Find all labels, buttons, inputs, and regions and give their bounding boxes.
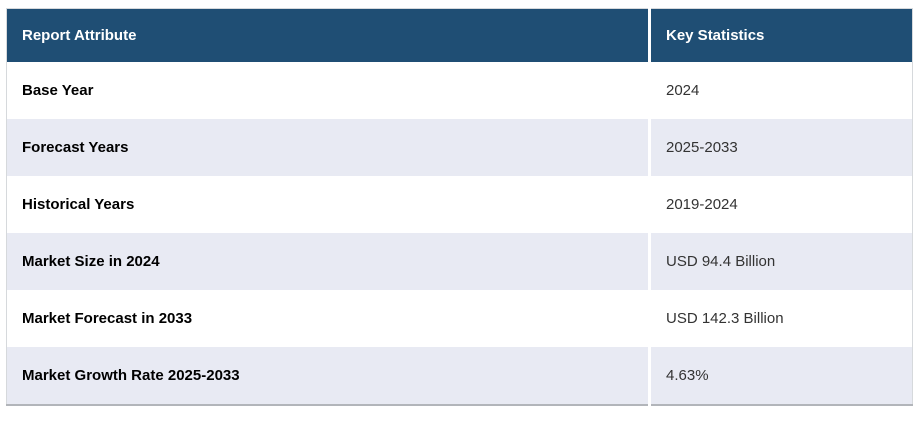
value-market-size-2024: USD 94.4 Billion bbox=[666, 253, 776, 270]
table-row: Base Year 2024 bbox=[6, 62, 913, 119]
attribute-historical-years: Historical Years bbox=[6, 176, 651, 233]
table-row: Market Growth Rate 2025-2033 4.63% bbox=[6, 347, 913, 405]
table-row: Forecast Years 2025-2033 bbox=[6, 119, 913, 176]
value-historical-years: 2019-2024 bbox=[666, 196, 738, 213]
value-forecast-years: 2025-2033 bbox=[666, 139, 738, 156]
table-body: Base Year 2024 Forecast Years 2025-2033 … bbox=[6, 62, 913, 405]
header-row: Report Attribute Key Statistics bbox=[6, 8, 913, 62]
attribute-base-year: Base Year bbox=[6, 62, 651, 119]
attribute-market-size-2024: Market Size in 2024 bbox=[6, 233, 651, 290]
attribute-market-growth-rate: Market Growth Rate 2025-2033 bbox=[6, 347, 651, 405]
column-header-report-attribute: Report Attribute bbox=[6, 8, 651, 62]
report-statistics-table: Report Attribute Key Statistics Base Yea… bbox=[6, 8, 913, 406]
attribute-forecast-years: Forecast Years bbox=[6, 119, 651, 176]
value-base-year: 2024 bbox=[666, 82, 700, 99]
value-market-growth-rate: 4.63% bbox=[666, 367, 709, 384]
table-header: Report Attribute Key Statistics bbox=[6, 8, 913, 62]
attribute-market-forecast-2033: Market Forecast in 2033 bbox=[6, 290, 651, 347]
column-header-key-statistics: Key Statistics bbox=[649, 8, 913, 62]
table-row: Historical Years 2019-2024 bbox=[6, 176, 913, 233]
table-row: Market Size in 2024 USD 94.4 Billion bbox=[6, 233, 913, 290]
table-row: Market Forecast in 2033 USD 142.3 Billio… bbox=[6, 290, 913, 347]
value-market-forecast-2033: USD 142.3 Billion bbox=[666, 310, 784, 327]
